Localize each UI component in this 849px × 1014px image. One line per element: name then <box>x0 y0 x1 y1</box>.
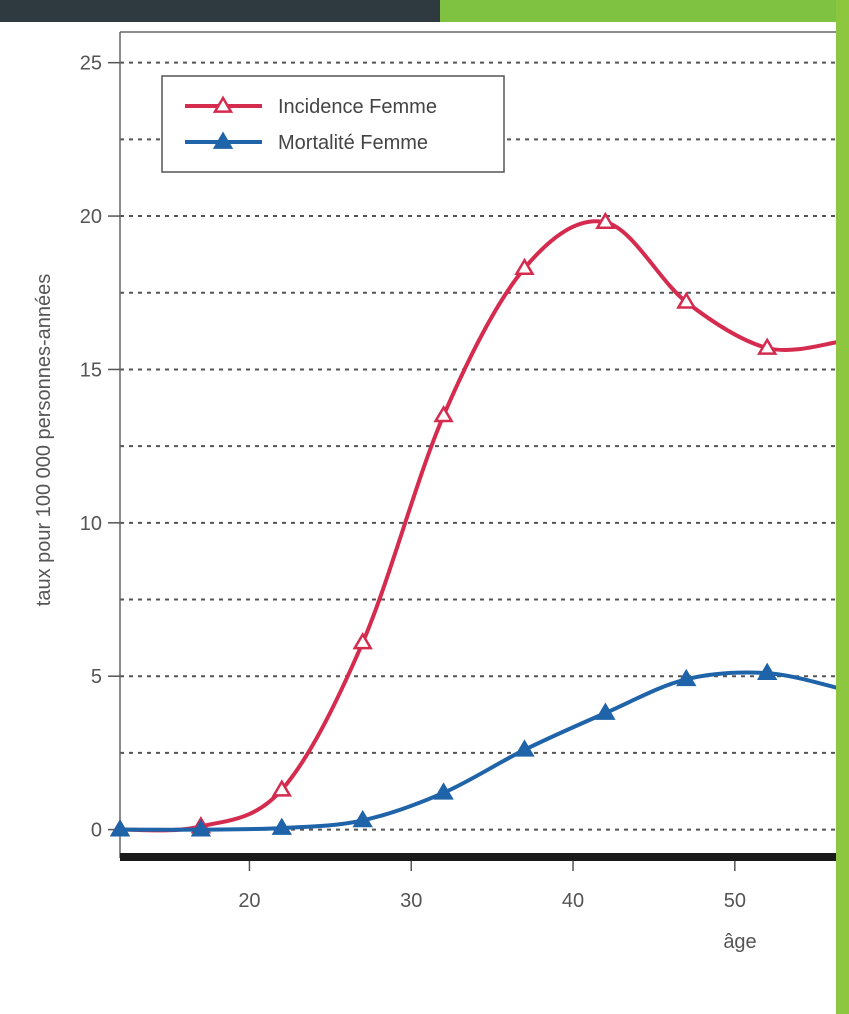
top-banner <box>0 0 849 22</box>
data-point <box>433 404 454 423</box>
x-tick-label: 40 <box>562 890 584 912</box>
legend-box <box>161 75 505 173</box>
data-point <box>271 817 292 835</box>
x-tick-label: 50 <box>724 890 746 912</box>
series-line <box>118 219 842 833</box>
series-line <box>118 670 842 832</box>
y-tick-label: 0 <box>91 820 102 842</box>
legend-label: Incidence Femme <box>278 96 437 118</box>
series-incidence-femme <box>109 211 842 837</box>
data-point <box>514 739 535 757</box>
data-point <box>433 782 454 800</box>
x-axis-title: âge <box>723 931 756 953</box>
right-accent-stripe <box>836 0 849 1014</box>
data-point <box>271 779 292 797</box>
data-point <box>190 819 212 837</box>
legend-label: Mortalité Femme <box>278 132 428 154</box>
y-axis-title: taux pour 100 000 personnes-années <box>33 274 55 606</box>
series-layer <box>109 211 842 837</box>
grid-lines <box>120 61 840 831</box>
legend-swatch-marker <box>212 95 234 113</box>
y-tick-label: 10 <box>80 513 102 535</box>
data-point <box>757 337 778 355</box>
data-point <box>676 291 697 309</box>
series-mortalite-femme <box>109 662 842 837</box>
y-tick-label: 20 <box>80 206 102 228</box>
legend: Incidence Femme Mortalité Femme <box>161 75 505 173</box>
y-tick-label: 15 <box>80 359 102 381</box>
data-point <box>352 809 373 828</box>
data-point <box>109 819 131 837</box>
axes: 0 5 10 15 20 25 20 30 40 50 âge taux pour 100 000 p… <box>33 31 840 953</box>
y-tick-label: 5 <box>91 666 102 688</box>
data-point <box>595 702 616 720</box>
data-point <box>514 257 535 276</box>
legend-swatch-marker <box>212 131 234 149</box>
data-point <box>352 632 373 650</box>
data-point <box>757 662 778 680</box>
data-point <box>676 668 697 687</box>
data-point <box>595 211 616 230</box>
y-tick-label: 25 <box>80 53 102 75</box>
banner-dark-segment <box>0 0 440 22</box>
x-tick-label: 20 <box>238 890 260 912</box>
x-tick-label: 30 <box>400 890 422 912</box>
banner-green-segment <box>440 0 849 22</box>
